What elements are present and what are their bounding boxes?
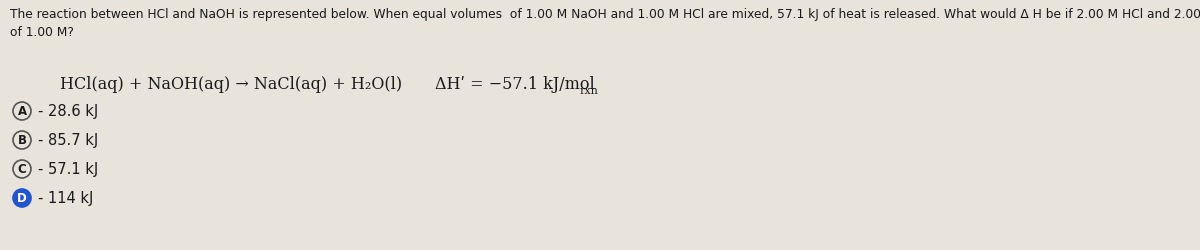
Text: - 85.7 kJ: - 85.7 kJ — [38, 133, 98, 148]
Text: HCl(aq) + NaOH(aq) → NaCl(aq) + H₂O(l): HCl(aq) + NaOH(aq) → NaCl(aq) + H₂O(l) — [60, 76, 402, 93]
Circle shape — [13, 189, 31, 207]
Text: - 28.6 kJ: - 28.6 kJ — [38, 104, 98, 119]
Text: The reaction between HCl and NaOH is represented below. When equal volumes  of 1: The reaction between HCl and NaOH is rep… — [10, 8, 1200, 38]
Text: C: C — [18, 163, 26, 176]
Text: rxn: rxn — [580, 86, 599, 96]
Text: A: A — [18, 105, 26, 118]
Text: - 114 kJ: - 114 kJ — [38, 191, 94, 206]
Text: D: D — [17, 192, 26, 205]
Text: ΔHʹ = −57.1 kJ/mol: ΔHʹ = −57.1 kJ/mol — [436, 76, 595, 93]
Text: - 57.1 kJ: - 57.1 kJ — [38, 162, 98, 177]
Text: B: B — [18, 134, 26, 147]
